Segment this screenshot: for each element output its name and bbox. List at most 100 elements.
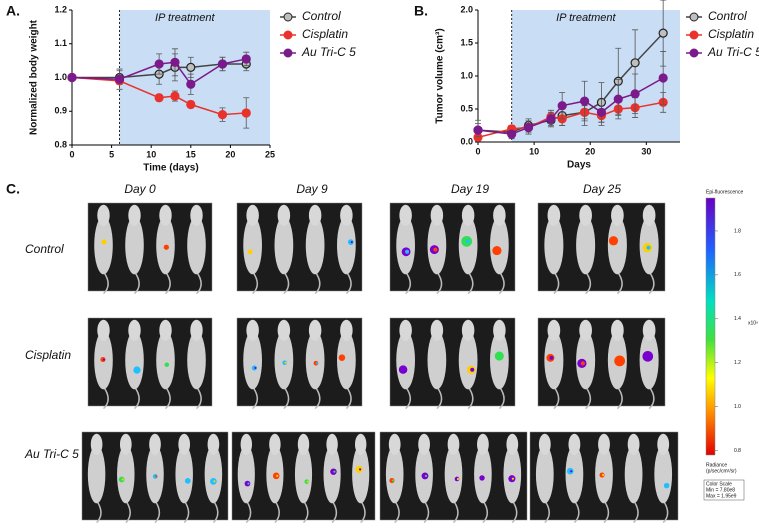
fluorescence-spot	[166, 246, 169, 249]
fluorescence-spot	[136, 368, 140, 372]
mouse-body	[187, 331, 206, 390]
fluorescence-spot	[465, 239, 470, 244]
mouse-head	[297, 433, 310, 455]
data-point	[217, 110, 228, 120]
y-tick-label: 1.5	[460, 37, 473, 47]
mouse-head	[579, 204, 592, 226]
fluorescence-spot	[456, 477, 460, 481]
y-tick-label: 2.0	[460, 4, 473, 14]
y-tick-label: 0.8	[54, 139, 67, 149]
mouse-head	[506, 433, 519, 455]
legend-label: Cisplatin	[708, 27, 754, 41]
treatment-shade	[511, 10, 680, 142]
series-line	[477, 101, 664, 139]
fluorescence-spot	[276, 474, 279, 477]
mouse-head	[642, 319, 656, 341]
mouse-body	[243, 216, 262, 275]
legend-label: Control	[302, 9, 341, 23]
day-label: Day 25	[583, 182, 621, 196]
mouse-head	[246, 204, 259, 226]
mouse-body	[607, 216, 627, 275]
mouse-body	[305, 216, 325, 275]
mouse-body	[565, 445, 584, 504]
fluorescence-spot	[350, 240, 353, 244]
treatment-shade	[119, 10, 271, 145]
mouse-body	[274, 216, 294, 275]
data-point	[186, 62, 196, 72]
mouse-head	[657, 433, 670, 455]
mouse-head	[430, 319, 444, 341]
data-point	[507, 129, 517, 139]
mouse-head	[207, 433, 220, 455]
data-point	[630, 89, 640, 99]
mouse-head	[240, 433, 253, 455]
day-label: Day 0	[124, 182, 156, 196]
mouse-head	[418, 433, 430, 455]
data-point	[154, 93, 164, 103]
colorbar-note: Max = 1.95e9	[706, 493, 737, 499]
mouse-head	[493, 319, 506, 341]
fluorescence-spot	[306, 480, 309, 483]
mouse-head	[308, 204, 322, 226]
annotation: IP treatment	[155, 12, 215, 24]
legend-marker	[689, 12, 699, 22]
y-tick-label: 0.9	[54, 106, 67, 116]
y-axis-title: Tumor volume (cm³)	[435, 28, 446, 123]
mouse-body	[535, 445, 554, 504]
fluorescence-spot	[646, 354, 651, 359]
data-point	[596, 107, 607, 117]
mouse-body	[294, 445, 313, 504]
mouse-head	[627, 433, 640, 455]
mouse-body	[544, 331, 564, 390]
fluorescence-spot	[250, 250, 253, 253]
mouse-body	[474, 445, 492, 504]
mouse-head	[547, 204, 561, 226]
group-label: Au Tri-C 5	[24, 447, 79, 461]
mouse-head	[159, 319, 172, 341]
fluorescence-spot	[402, 367, 407, 372]
mouse-head	[493, 204, 506, 226]
legend-label: Au Tri-C 5	[301, 45, 356, 59]
mouse-body	[385, 445, 404, 504]
mouse-body	[337, 216, 356, 275]
fluorescence-spot	[121, 478, 124, 481]
mouse-head	[547, 319, 561, 341]
mouse-body	[624, 445, 643, 504]
legend-label: Au Tri-C 5	[707, 45, 759, 59]
y-tick-label: 0.0	[460, 136, 473, 146]
data-point	[473, 125, 483, 135]
mouse-head	[461, 319, 475, 341]
colorbar-note-box	[703, 479, 745, 501]
fluorescence-spot	[570, 470, 573, 473]
mouse-head	[119, 433, 132, 455]
mouse-body	[544, 216, 564, 275]
mouse-body	[352, 445, 370, 504]
fluorescence-spot	[103, 240, 107, 244]
group-label: Cisplatin	[25, 348, 71, 362]
mouse-body	[396, 216, 415, 275]
y-tick-label: 1.0	[54, 72, 67, 82]
day-label: Day 9	[296, 182, 328, 196]
legend-marker	[283, 30, 293, 40]
mouse-body	[444, 445, 463, 504]
y-tick-label: 0.5	[460, 103, 473, 113]
fluorescence-spot	[433, 247, 438, 252]
mouse-head	[611, 319, 624, 341]
fluorescence-spot	[646, 245, 651, 250]
fluorescence-spot	[247, 482, 250, 485]
mouse-head	[388, 433, 401, 455]
x-tick-label: 25	[265, 149, 275, 159]
mouse-head	[90, 433, 103, 455]
colorbar-note: (p/sec/cm²/sr)	[706, 468, 737, 474]
fluorescence-spot	[601, 473, 605, 477]
data-point	[170, 57, 180, 67]
mouse-head	[269, 433, 281, 455]
x-axis-title: Days	[567, 160, 591, 171]
x-tick-label: 10	[529, 146, 539, 156]
colorbar-note: Min = 7.80e8	[706, 487, 735, 493]
x-tick-label: 10	[146, 149, 156, 159]
mouse-body	[94, 216, 113, 275]
x-tick-label: 5	[109, 149, 114, 159]
fluorescence-spot	[284, 361, 287, 364]
fluorescence-spot	[333, 470, 336, 473]
